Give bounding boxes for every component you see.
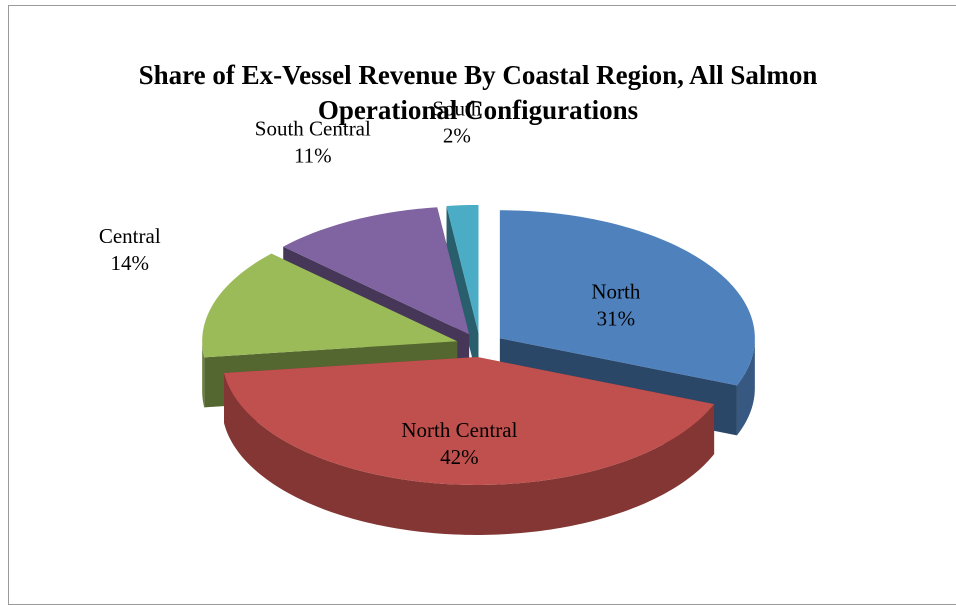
slice-label: North <box>591 280 640 304</box>
slice-top <box>224 356 715 485</box>
slice-label: North Central <box>401 418 517 442</box>
slice-label: South <box>432 97 482 121</box>
slice-top <box>499 210 755 386</box>
slice-value-label: 42% <box>440 445 479 469</box>
slice-top <box>202 253 458 358</box>
slice-value-label: 31% <box>597 307 636 331</box>
slice <box>446 204 479 383</box>
slice-side <box>446 205 479 383</box>
slice-wall <box>736 338 755 436</box>
slice-top <box>283 207 470 335</box>
chart: North 31% North Central 42% Central 14% South … <box>99 97 755 535</box>
slice-value-label: 14% <box>111 251 150 275</box>
slice-wall <box>224 372 715 535</box>
slice-top <box>446 204 479 333</box>
slice-label: Central <box>99 224 161 248</box>
slice-label: South Central <box>255 116 371 140</box>
slice-value-label: 2% <box>443 124 471 148</box>
slice-value-label: 11% <box>294 143 332 167</box>
slice-wall <box>202 341 205 408</box>
chart-title: Share of Ex-Vessel Revenue By Coastal Re… <box>138 60 818 125</box>
page: Share of Ex-Vessel Revenue By Coastal Re… <box>8 5 956 605</box>
slice <box>224 356 715 535</box>
